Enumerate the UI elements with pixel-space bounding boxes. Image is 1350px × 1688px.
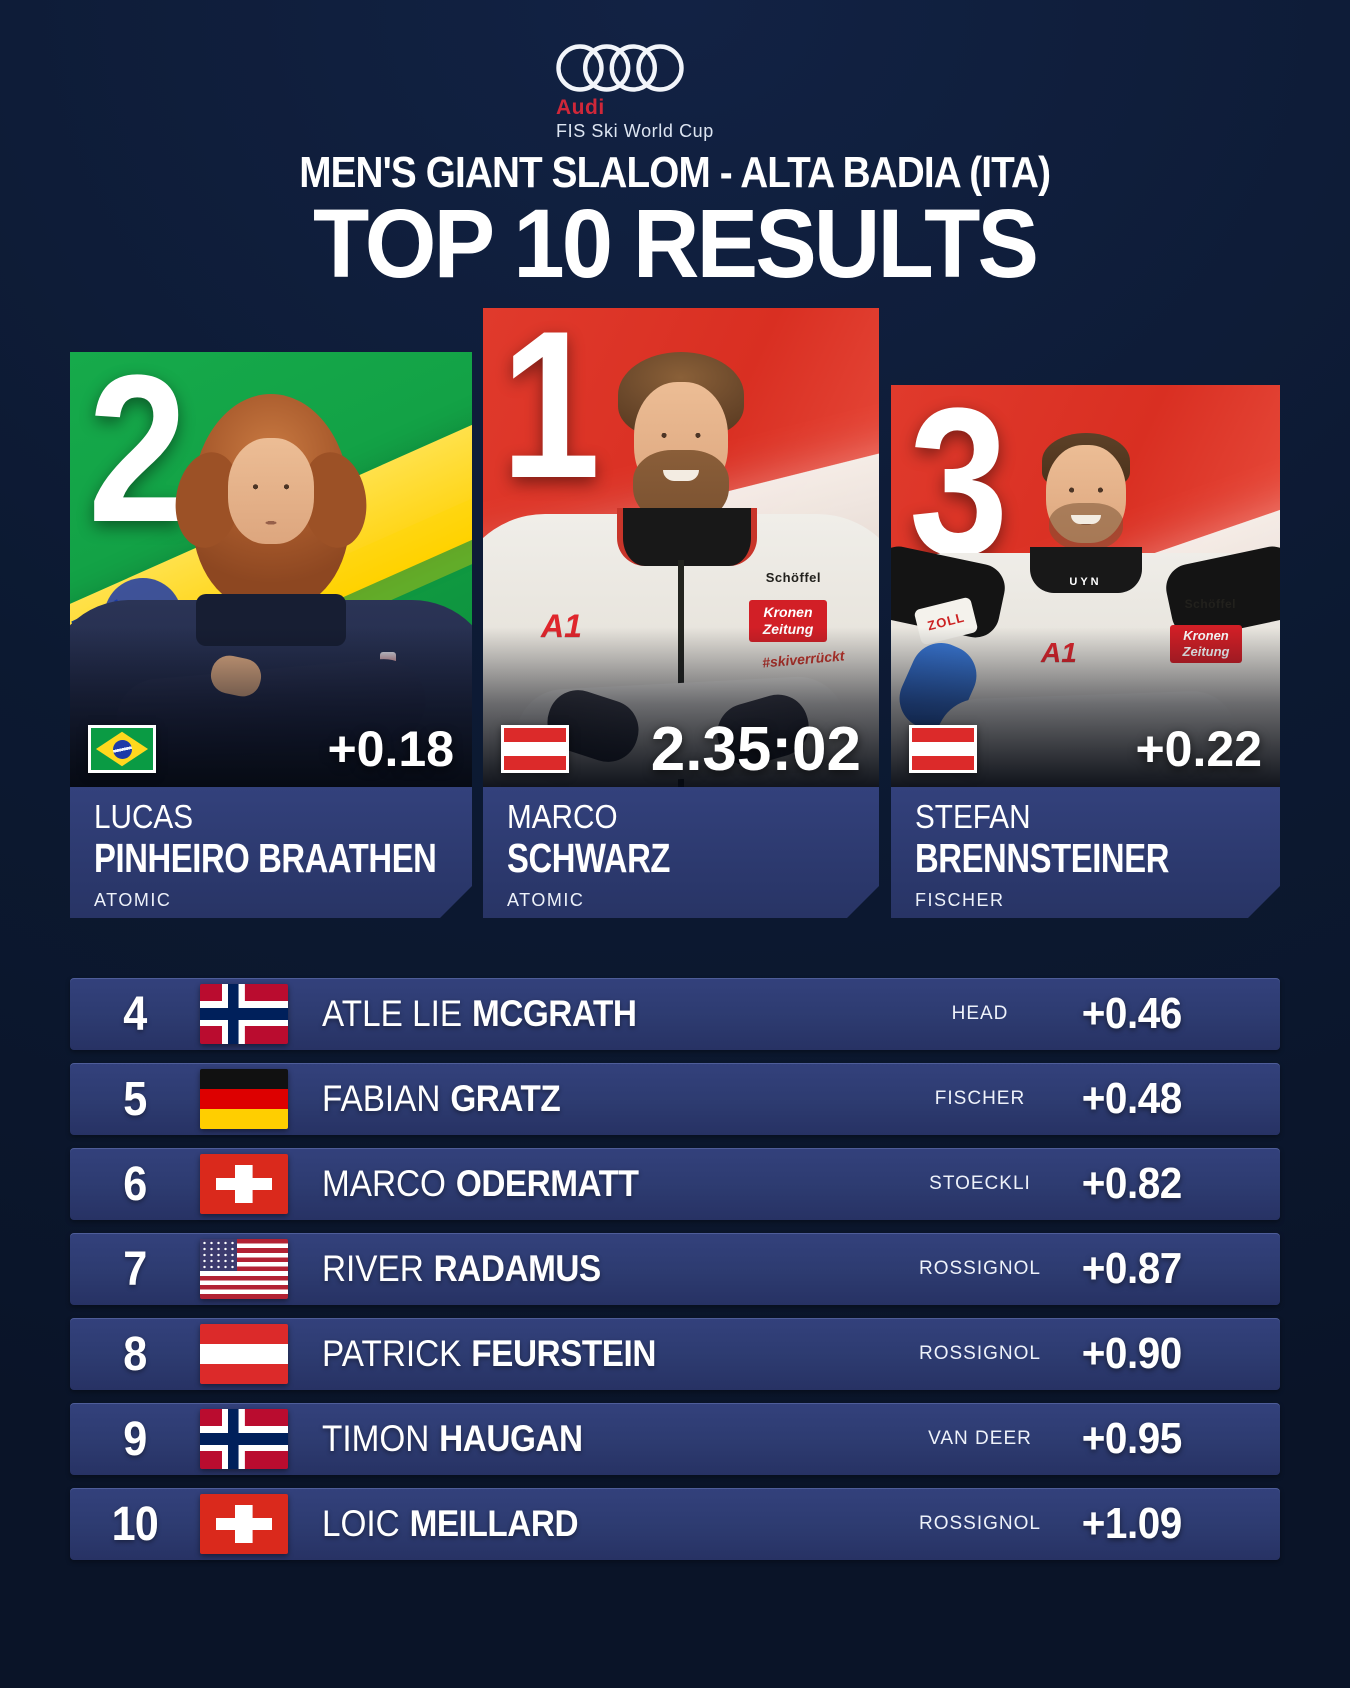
rank-number: 8	[123, 1327, 147, 1381]
athlete-name: ATLE LIE MCGRATH	[322, 993, 637, 1034]
audi-fis-logo: Audi FIS Ski World Cup	[556, 44, 736, 142]
athlete-photo-3rd: 3 UYN ZOLL A1 Schöffel Kronen Zeitung +0…	[891, 385, 1280, 787]
logo-brand-text: Audi	[556, 96, 605, 119]
winning-time: 2.35:02	[650, 714, 861, 784]
podium-card-3rd: 3 UYN ZOLL A1 Schöffel Kronen Zeitung +0…	[891, 385, 1280, 918]
timebar-3rd: +0.22	[891, 711, 1280, 787]
athlete-first-name: STEFAN	[915, 798, 1031, 835]
result-row-6: 6 MARCO ODERMATT STOECKLI +0.82	[70, 1148, 1280, 1220]
result-row-9: 9 TIMON HAUGAN VAN DEER +0.95	[70, 1403, 1280, 1475]
page-title-wrap: TOP 10 RESULTS	[0, 188, 1350, 300]
athlete-info-panel-3rd: STEFAN BRENNSTEINER FISCHER	[891, 787, 1280, 918]
event-subtitle: MEN'S GIANT SLALOM - ALTA BADIA (ITA)	[299, 148, 1052, 197]
athlete-info-panel-1st: MARCO SCHWARZ ATOMIC	[483, 787, 879, 918]
collar-shape: UYN	[1029, 547, 1142, 593]
gap-time: +0.46	[1081, 989, 1183, 1038]
ski-brand: STOECKLI	[929, 1173, 1031, 1194]
athlete-name: TIMON HAUGAN	[322, 1418, 583, 1459]
flag-icon	[200, 984, 288, 1044]
gap-time: +0.95	[1081, 1414, 1183, 1463]
ski-brand: FISCHER	[915, 890, 1005, 911]
page-title: TOP 10 RESULTS	[313, 189, 1039, 298]
athlete-name: MARCO ODERMATT	[322, 1163, 639, 1204]
athlete-name: LOIC MEILLARD	[322, 1503, 579, 1544]
rank-number: 4	[123, 987, 147, 1041]
athlete-name: PATRICK FEURSTEIN	[322, 1333, 656, 1374]
ski-brand: ROSSIGNOL	[919, 1258, 1041, 1279]
logo-series-text: FIS Ski World Cup	[556, 121, 714, 141]
audi-rings-icon	[556, 44, 684, 92]
timebar-1st: 2.35:02	[483, 711, 879, 787]
podium-card-1st: 1 A1 Schöffel Kronen Zeitung #skiverrück…	[483, 308, 879, 918]
ski-brand: ROSSIGNOL	[919, 1513, 1041, 1534]
ski-brand: FISCHER	[934, 1088, 1026, 1109]
athlete-info-panel-2nd: LUCAS PINHEIRO BRAATHEN ATOMIC	[70, 787, 472, 918]
ski-brand: VAN DEER	[928, 1428, 1032, 1449]
flag-icon	[200, 1069, 288, 1129]
flag-icon	[200, 1154, 288, 1214]
flag-icon	[88, 725, 156, 773]
gap-time: +0.48	[1081, 1074, 1183, 1123]
result-row-4: 4 ATLE LIE MCGRATH HEAD +0.46	[70, 978, 1280, 1050]
collar-shape	[617, 508, 757, 566]
gap-time-2nd: +0.18	[327, 721, 454, 777]
rank-number: 5	[123, 1072, 147, 1126]
smile-shape	[663, 470, 699, 481]
flag-icon	[909, 725, 977, 773]
flag-icon	[200, 1494, 288, 1554]
athlete-first-name: LUCAS	[94, 798, 194, 835]
result-row-7: 7 RIVER RADAMUS ROSSIGNOL +0.87	[70, 1233, 1280, 1305]
gap-time: +1.09	[1081, 1499, 1183, 1548]
athlete-last-name: PINHEIRO BRAATHEN	[94, 834, 437, 881]
rank-number: 9	[123, 1412, 147, 1466]
result-row-5: 5 FABIAN GRATZ FISCHER +0.48	[70, 1063, 1280, 1135]
ski-brand: ATOMIC	[94, 890, 172, 911]
sponsor-schoeffel-text: Schöffel	[1184, 597, 1236, 611]
face-shape	[228, 438, 314, 544]
ski-brand: HEAD	[951, 1003, 1009, 1024]
rank-number-1: 1	[501, 308, 601, 522]
rank-number: 10	[111, 1497, 159, 1551]
rank-number: 7	[123, 1242, 147, 1296]
flag-icon	[200, 1324, 288, 1384]
beard-shape	[1048, 503, 1123, 551]
athlete-photo-2nd: ORDEM 2 +0.18	[70, 352, 472, 787]
event-subtitle-wrap: MEN'S GIANT SLALOM - ALTA BADIA (ITA)	[0, 148, 1350, 198]
ski-brand: ATOMIC	[507, 890, 585, 911]
athlete-last-name: SCHWARZ	[507, 834, 671, 881]
sponsor-schoeffel-text: Schöffel	[765, 570, 821, 585]
result-row-10: 10 LOIC MEILLARD ROSSIGNOL +1.09	[70, 1488, 1280, 1560]
smile-shape	[1070, 515, 1101, 524]
athlete-last-name: BRENNSTEINER	[915, 834, 1169, 881]
flag-icon	[501, 725, 569, 773]
athlete-name: RIVER RADAMUS	[322, 1248, 601, 1289]
gap-time: +0.90	[1081, 1329, 1183, 1378]
gap-time: +0.87	[1081, 1244, 1183, 1293]
rank-number-2: 2	[88, 352, 188, 566]
athlete-photo-1st: 1 A1 Schöffel Kronen Zeitung #skiverrück…	[483, 308, 879, 787]
rank-number: 6	[123, 1157, 147, 1211]
flag-icon	[200, 1239, 288, 1299]
result-row-8: 8 PATRICK FEURSTEIN ROSSIGNOL +0.90	[70, 1318, 1280, 1390]
timebar-2nd: +0.18	[70, 711, 472, 787]
podium-card-2nd: ORDEM 2 +0.18 LUCAS PINHEIRO BRAATHE	[70, 352, 472, 918]
ski-brand: ROSSIGNOL	[919, 1343, 1041, 1364]
gap-time: +0.82	[1081, 1159, 1183, 1208]
flag-icon	[200, 1409, 288, 1469]
athlete-name: FABIAN GRATZ	[322, 1078, 561, 1119]
gap-time-3rd: +0.22	[1135, 721, 1262, 777]
athlete-first-name: MARCO	[507, 798, 618, 835]
